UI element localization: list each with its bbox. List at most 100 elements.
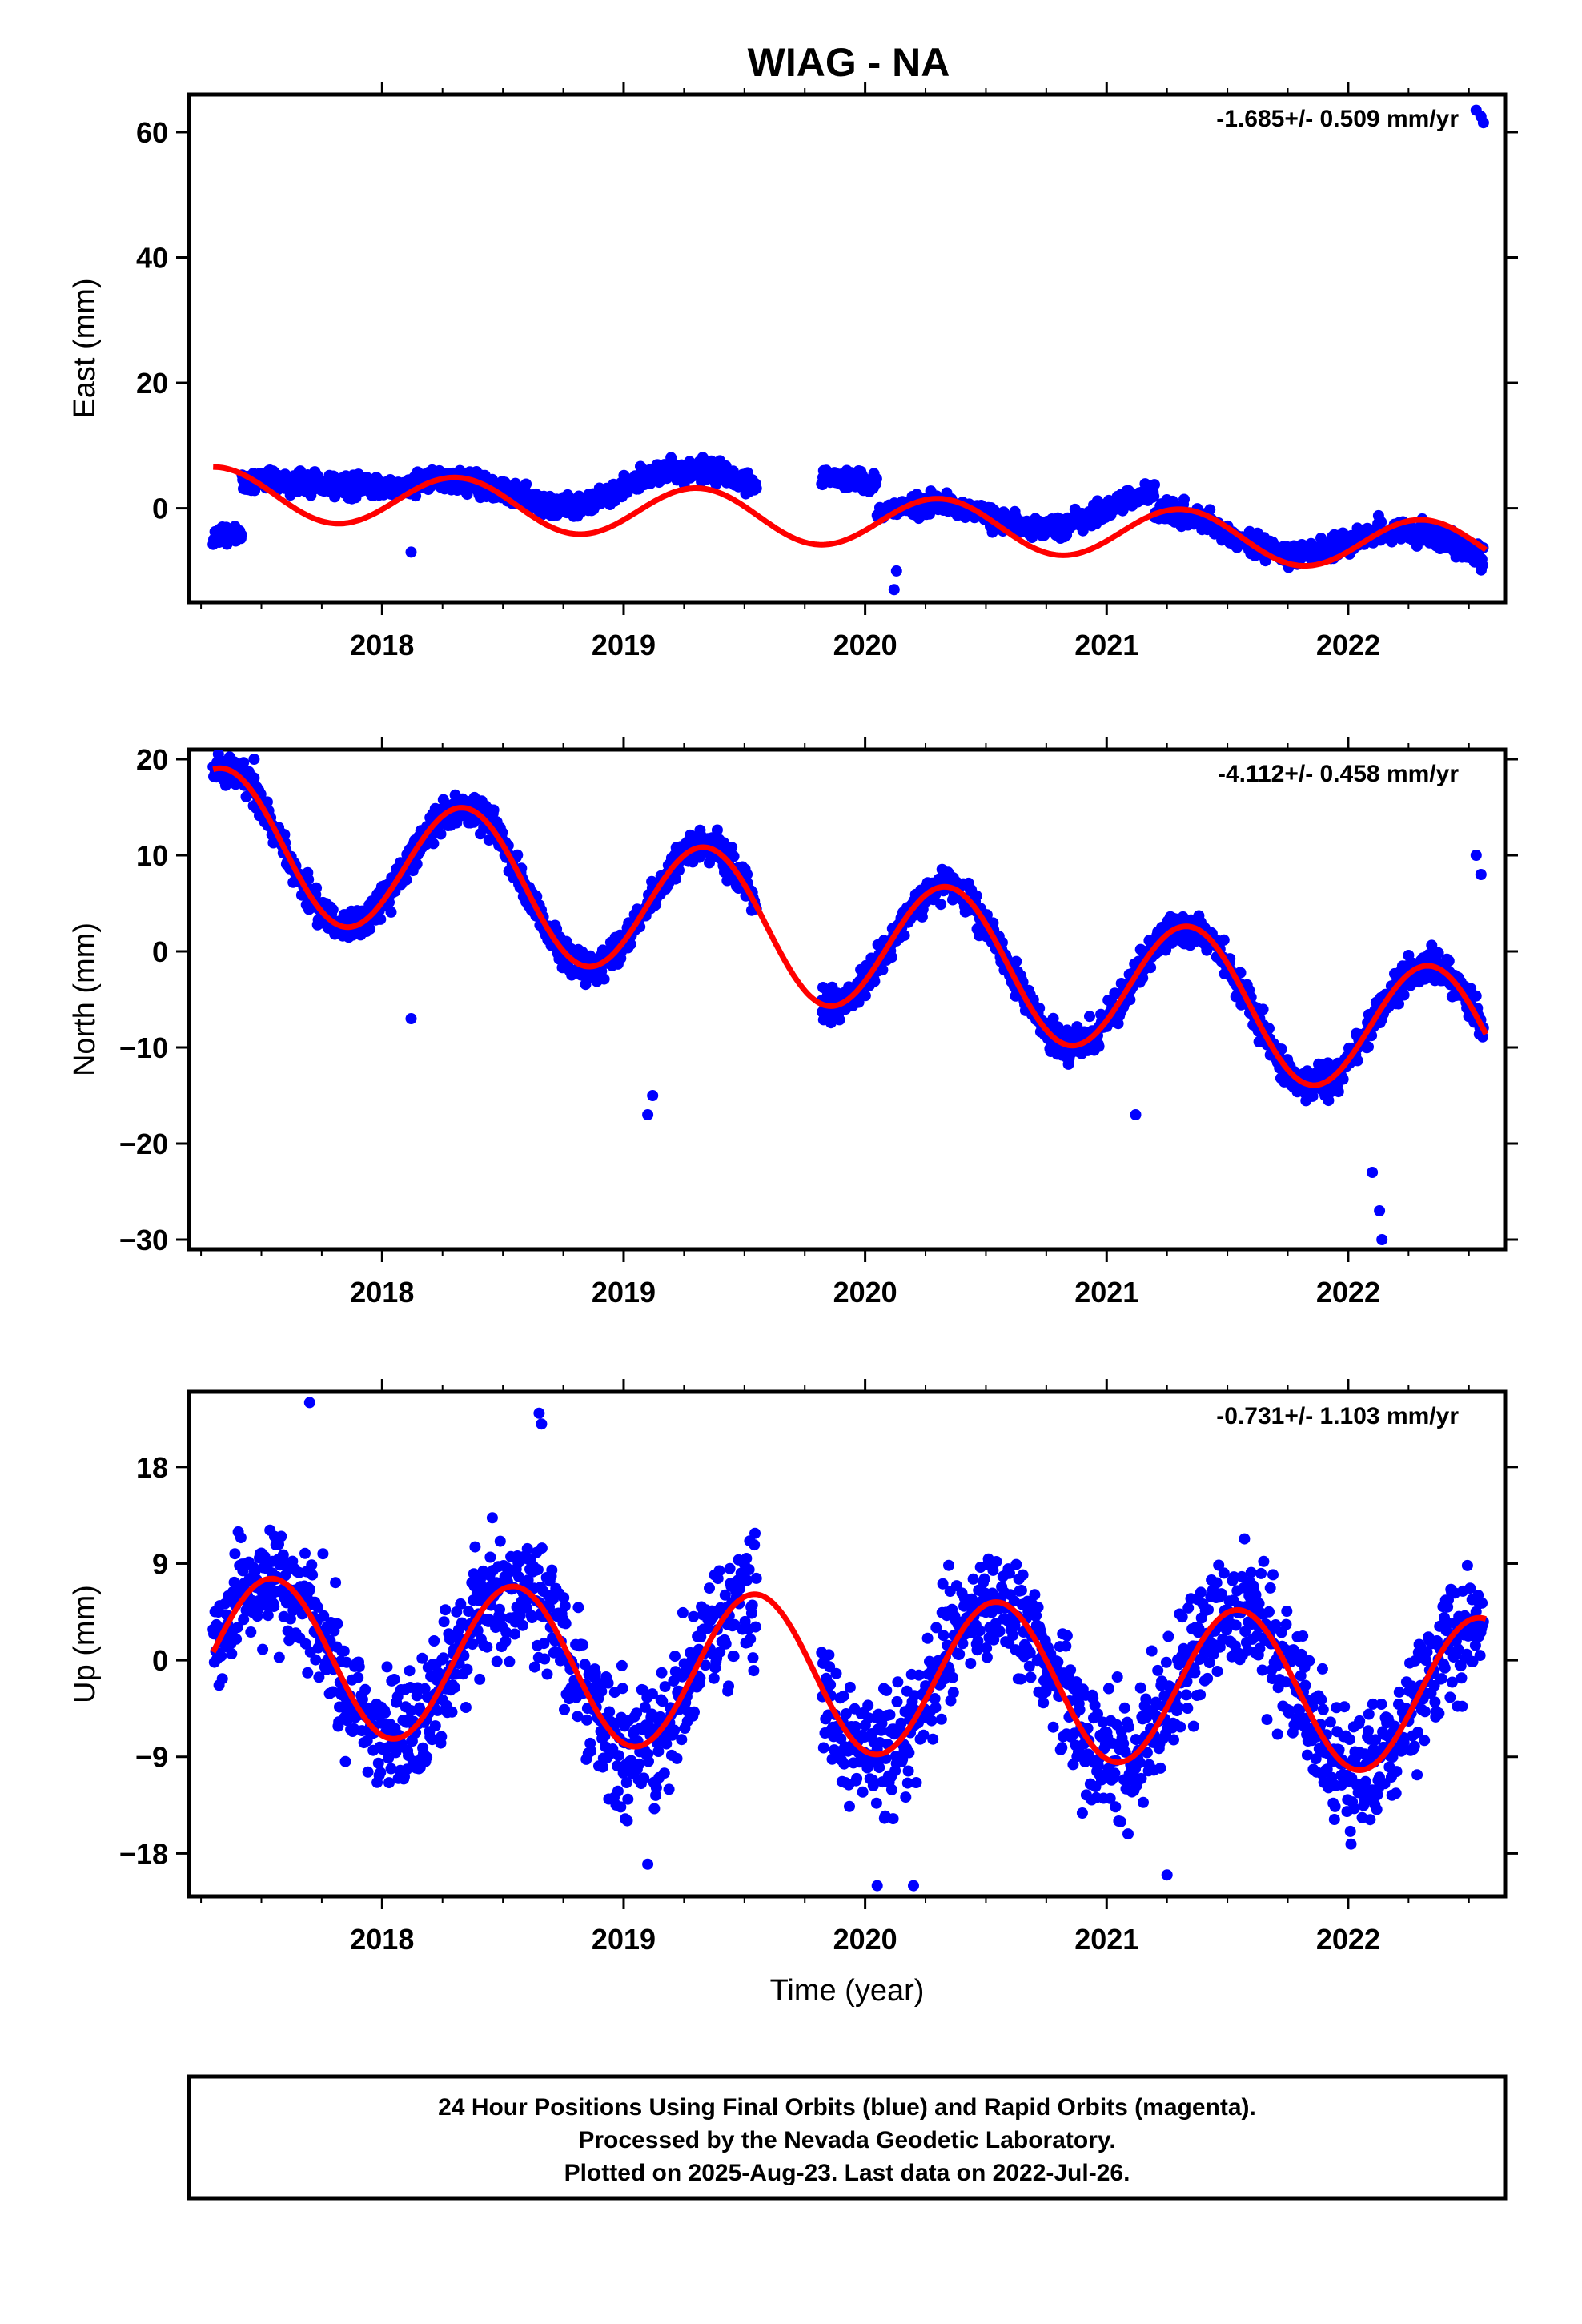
data-point [726,842,738,854]
data-point [892,1676,904,1688]
data-point [318,1610,330,1622]
data-point [924,1655,935,1667]
data-point [268,1601,280,1613]
chart-title: WIAG - NA [748,40,950,85]
plot-frame [187,92,1508,605]
data-point [469,1541,481,1553]
data-point [472,1625,484,1637]
data-point [870,473,882,485]
data-point [891,1695,903,1707]
data-point [669,1651,681,1663]
data-point [723,1680,734,1692]
plot-frame [187,1389,1508,1899]
data-point [1470,990,1482,1002]
data-point [429,1720,441,1732]
data-point [435,828,447,840]
data-point [1010,1558,1022,1570]
data-point [283,1634,295,1647]
data-point [661,1738,673,1750]
data-point [617,1767,629,1779]
data-point [668,1675,680,1687]
data-point [974,1625,986,1637]
data-point [971,1644,983,1656]
data-point [1015,1585,1027,1596]
data-point [943,1559,954,1571]
data-point [226,1648,238,1659]
data-point [994,1626,1006,1637]
data-point [888,584,900,596]
data-point [437,1652,449,1664]
data-point [935,899,947,911]
data-point [229,1548,241,1560]
data-point [215,1651,227,1662]
data-point [867,1779,879,1791]
data-point [275,1530,287,1542]
y-tick-label: −10 [119,1031,168,1064]
data-point [1034,1003,1046,1014]
data-point [359,1683,371,1695]
data-point [273,1651,285,1663]
data-point [311,1601,323,1613]
data-point [743,1564,755,1575]
data-point [572,1711,584,1723]
data-point [833,1014,845,1026]
panel-north: 2018 2019 2020 2021 2022−30−20−1001020North … [68,737,1518,1309]
data-point [621,1815,633,1827]
data-point [1337,1073,1349,1085]
data-point [954,1648,966,1660]
data-point [1432,947,1444,959]
data-point [383,1777,395,1789]
data-point [869,975,881,987]
data-point [1235,967,1247,979]
data-point [436,1731,448,1743]
y-tick-label: −18 [119,1837,168,1870]
data-point [522,1574,534,1586]
data-point [1470,104,1482,116]
y-tick-label: −9 [135,1741,168,1774]
data-point [669,873,681,885]
data-point [1351,1055,1363,1067]
data-point [385,906,397,918]
data-point [379,1707,391,1719]
data-point [1376,1234,1388,1245]
plot-frame [187,747,1508,1252]
data-point [235,1532,247,1544]
data-point [375,913,387,925]
data-point [1145,962,1157,974]
data-point [216,1673,228,1685]
data-point [1374,1205,1386,1216]
data-point [825,1679,837,1691]
data-point [448,1682,460,1694]
data-point [749,1621,761,1633]
data-point [512,849,524,861]
x-axis-label: Time (year) [770,1974,925,2008]
data-point [615,1801,627,1813]
data-point [488,804,500,816]
data-point [612,1750,624,1762]
data-point [663,1783,675,1795]
data-point [947,1671,958,1683]
data-point [404,1665,416,1677]
data-point [481,1641,493,1653]
data-point [401,1763,413,1775]
data-point [585,1745,597,1757]
data-point [724,1562,736,1574]
data-point [426,1734,438,1746]
data-point [313,1671,325,1683]
data-point [970,890,982,902]
model-fit-line [212,765,1489,1088]
data-point [455,1598,467,1610]
data-point [900,1791,912,1803]
data-point [930,1622,942,1634]
data-point [381,1661,393,1673]
data-point [558,1592,570,1604]
y-tick-label: −20 [119,1128,168,1160]
data-point [631,1707,643,1719]
data-point [1007,1630,1019,1642]
data-point [857,1786,869,1798]
data-point [947,1687,959,1699]
data-point [277,1549,289,1561]
data-point [720,1638,732,1650]
